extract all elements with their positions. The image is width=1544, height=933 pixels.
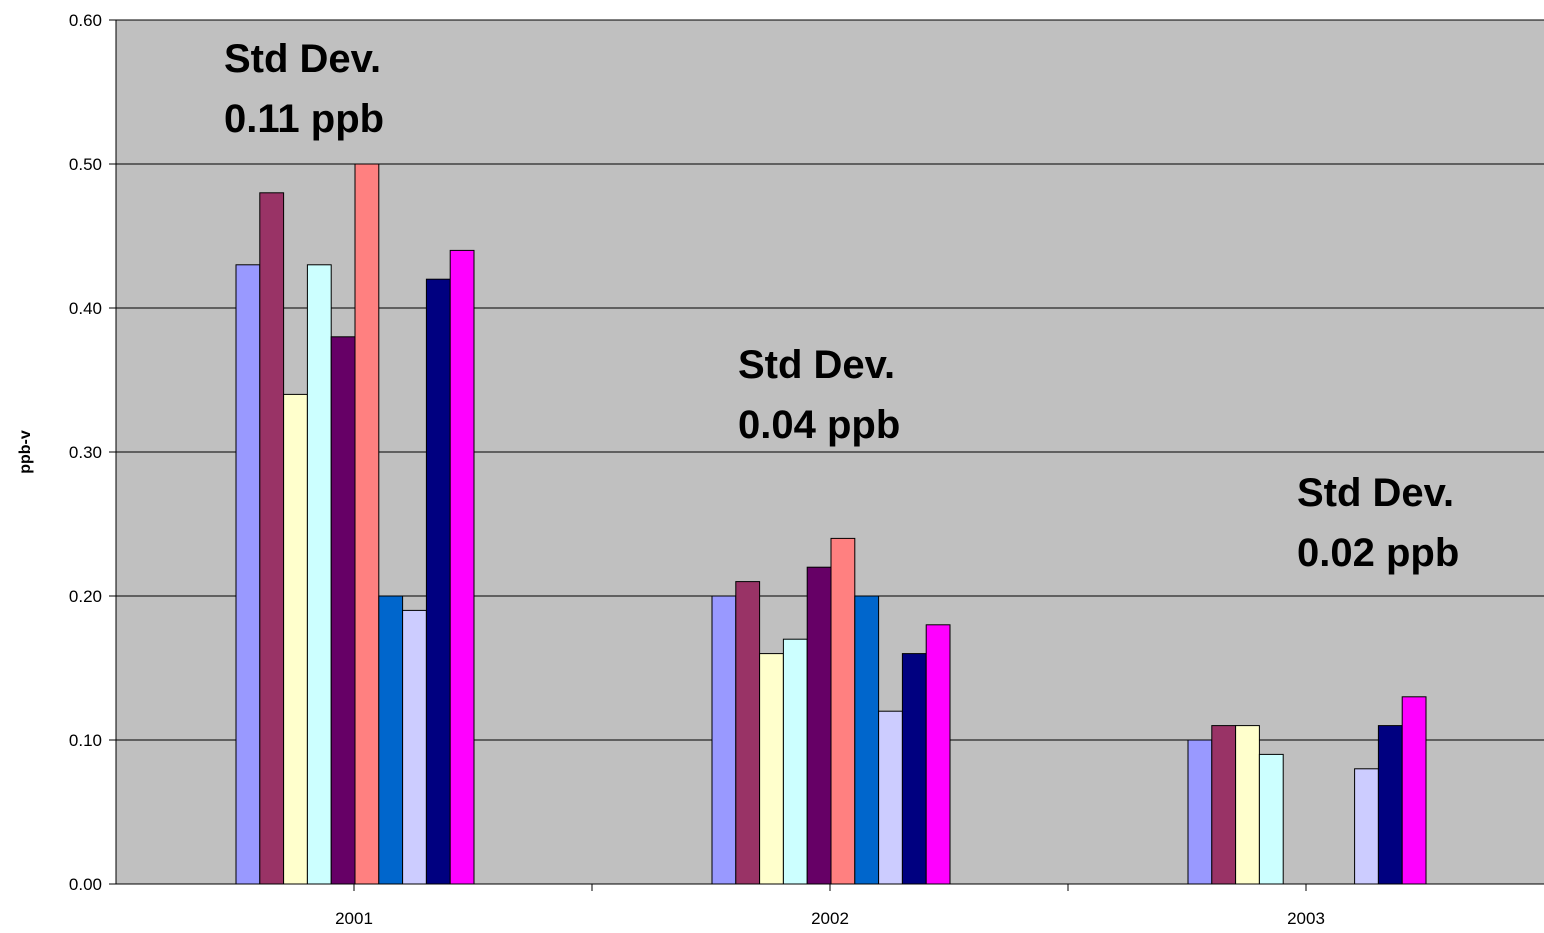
bar xyxy=(1401,696,1427,885)
x-tick-label: 2001 xyxy=(335,909,373,928)
bar xyxy=(854,595,880,885)
y-tick-label: 0.10 xyxy=(69,731,102,750)
y-axis-label: ppb-v xyxy=(17,430,34,474)
bar xyxy=(711,595,737,885)
bar xyxy=(830,537,856,885)
bar xyxy=(330,336,356,885)
std-dev-annotation-label: Std Dev. xyxy=(738,343,895,387)
y-tick-label: 0.20 xyxy=(69,587,102,606)
bar xyxy=(354,163,380,885)
y-tick-label: 0.40 xyxy=(69,299,102,318)
bar xyxy=(306,264,332,885)
y-tick-label: 0.50 xyxy=(69,155,102,174)
bar xyxy=(782,638,808,885)
bar xyxy=(901,653,927,885)
bar xyxy=(235,264,261,885)
bar xyxy=(1354,768,1379,885)
bar xyxy=(759,653,784,885)
x-tick-label: 2002 xyxy=(811,909,849,928)
std-dev-annotation-label: Std Dev. xyxy=(224,37,381,81)
std-dev-annotation-label: Std Dev. xyxy=(1297,471,1454,515)
bars xyxy=(235,163,1427,885)
bar xyxy=(878,710,903,885)
bar xyxy=(806,566,832,885)
bar xyxy=(1377,725,1403,885)
y-tick-labels: 0.00 0.10 0.20 0.30 0.40 0.50 0.60 xyxy=(69,11,102,894)
std-dev-annotation-value: 0.11 ppb xyxy=(224,97,384,141)
bar xyxy=(259,192,285,885)
bar xyxy=(449,249,475,885)
annotations: Std Dev. 0.11 ppb Std Dev. 0.04 ppb Std Dev.… xyxy=(224,37,1459,575)
bar xyxy=(735,581,761,885)
bar xyxy=(1211,725,1237,885)
bar xyxy=(1258,753,1284,885)
bar xyxy=(925,624,951,885)
bar xyxy=(1187,739,1213,885)
bar xyxy=(378,595,404,885)
axes xyxy=(109,19,1544,891)
std-dev-annotation-value: 0.04 ppb xyxy=(738,403,900,447)
bar xyxy=(1235,725,1260,885)
y-tick-label: 0.30 xyxy=(69,443,102,462)
y-tick-label: 0.00 xyxy=(69,875,102,894)
bar xyxy=(402,609,427,885)
y-tick-label: 0.60 xyxy=(69,11,102,30)
x-tick-labels: 2001 2002 2003 xyxy=(335,909,1325,928)
bar xyxy=(425,278,451,885)
x-tick-label: 2003 xyxy=(1287,909,1325,928)
bar xyxy=(283,393,308,885)
std-dev-annotation-value: 0.02 ppb xyxy=(1297,531,1459,575)
